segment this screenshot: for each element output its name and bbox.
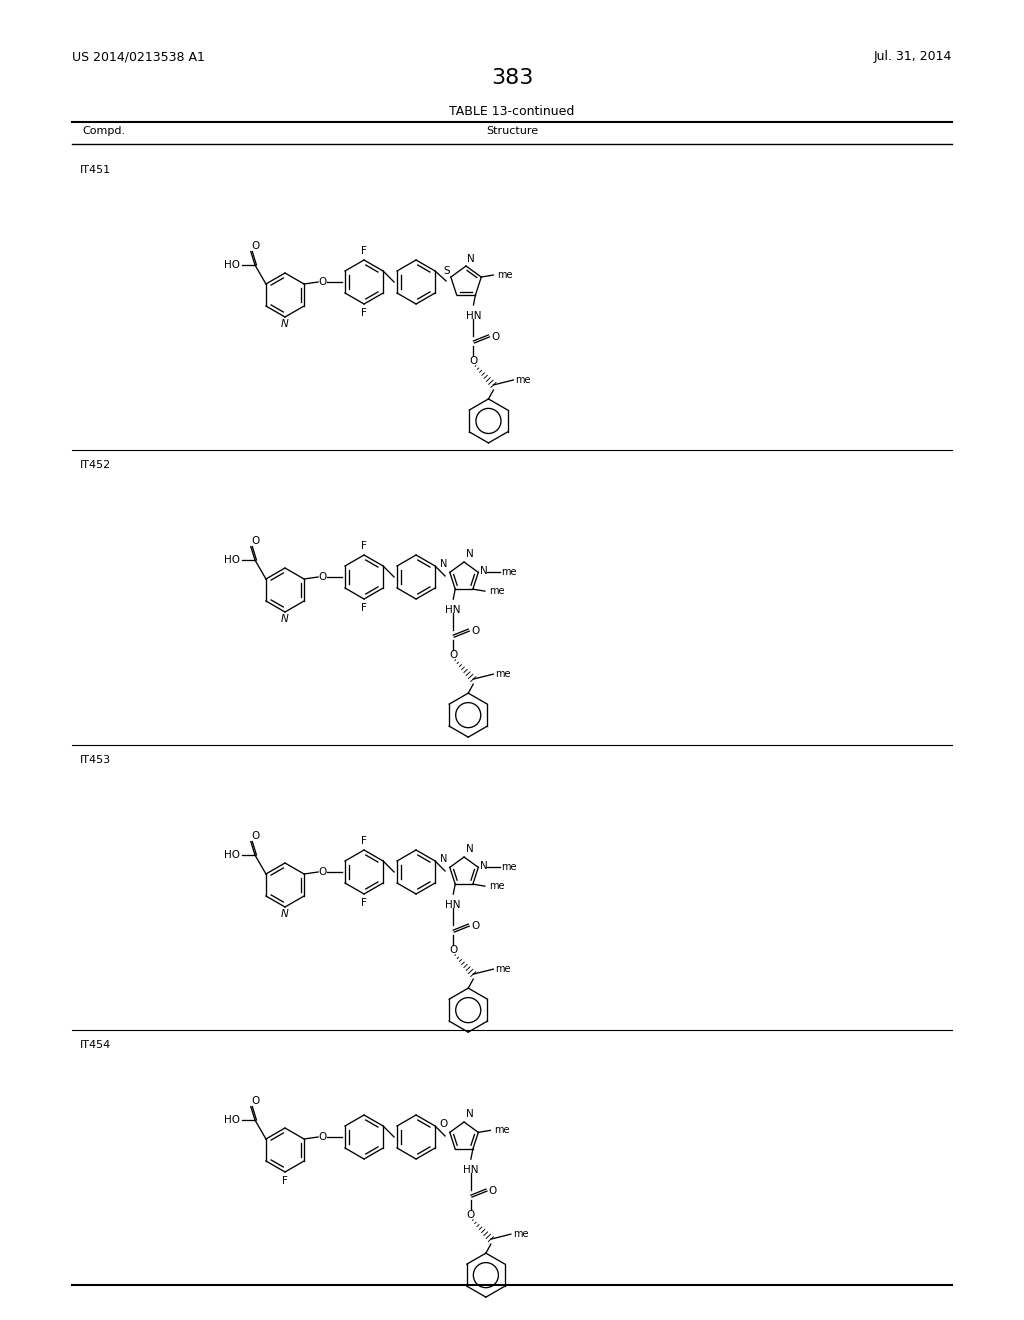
Text: O: O bbox=[317, 1133, 327, 1142]
Text: HO: HO bbox=[224, 554, 240, 565]
Text: O: O bbox=[488, 1187, 497, 1196]
Text: IT452: IT452 bbox=[80, 459, 112, 470]
Text: me: me bbox=[502, 568, 517, 577]
Text: O: O bbox=[317, 867, 327, 876]
Text: IT451: IT451 bbox=[80, 165, 112, 176]
Text: O: O bbox=[439, 1119, 447, 1130]
Text: me: me bbox=[495, 1126, 510, 1135]
Text: N: N bbox=[440, 854, 447, 865]
Text: Jul. 31, 2014: Jul. 31, 2014 bbox=[873, 50, 952, 63]
Text: O: O bbox=[252, 240, 260, 251]
Text: US 2014/0213538 A1: US 2014/0213538 A1 bbox=[72, 50, 205, 63]
Text: me: me bbox=[498, 271, 513, 280]
Text: F: F bbox=[361, 603, 367, 612]
Text: me: me bbox=[488, 586, 505, 597]
Text: IT454: IT454 bbox=[80, 1040, 112, 1049]
Text: O: O bbox=[450, 651, 458, 660]
Text: O: O bbox=[317, 572, 327, 582]
Text: HO: HO bbox=[224, 850, 240, 859]
Text: N: N bbox=[466, 1109, 474, 1119]
Text: O: O bbox=[252, 830, 260, 841]
Text: O: O bbox=[467, 1210, 475, 1220]
Text: N: N bbox=[440, 560, 447, 569]
Text: me: me bbox=[515, 375, 531, 385]
Text: N: N bbox=[480, 566, 488, 577]
Text: F: F bbox=[361, 836, 367, 846]
Text: O: O bbox=[450, 945, 458, 956]
Text: N: N bbox=[466, 549, 474, 558]
Text: IT453: IT453 bbox=[80, 755, 112, 766]
Text: HN: HN bbox=[463, 1166, 478, 1175]
Text: N: N bbox=[282, 319, 289, 329]
Text: N: N bbox=[466, 843, 474, 854]
Text: Compd.: Compd. bbox=[82, 125, 125, 136]
Text: me: me bbox=[496, 964, 511, 974]
Text: O: O bbox=[252, 536, 260, 545]
Text: O: O bbox=[317, 277, 327, 286]
Text: F: F bbox=[361, 246, 367, 256]
Text: O: O bbox=[492, 331, 500, 342]
Text: O: O bbox=[471, 921, 479, 931]
Text: F: F bbox=[282, 1176, 288, 1185]
Text: TABLE 13-continued: TABLE 13-continued bbox=[450, 106, 574, 117]
Text: HO: HO bbox=[224, 1115, 240, 1125]
Text: me: me bbox=[496, 669, 511, 678]
Text: F: F bbox=[361, 898, 367, 908]
Text: N: N bbox=[282, 909, 289, 919]
Text: me: me bbox=[502, 862, 517, 873]
Text: O: O bbox=[469, 356, 477, 366]
Text: me: me bbox=[513, 1229, 528, 1239]
Text: N: N bbox=[467, 253, 475, 264]
Text: 383: 383 bbox=[490, 69, 534, 88]
Text: HN: HN bbox=[445, 900, 461, 909]
Text: O: O bbox=[252, 1096, 260, 1106]
Text: HN: HN bbox=[466, 312, 481, 321]
Text: me: me bbox=[488, 882, 505, 891]
Text: F: F bbox=[361, 541, 367, 550]
Text: F: F bbox=[361, 308, 367, 318]
Text: HN: HN bbox=[445, 605, 461, 615]
Text: Structure: Structure bbox=[486, 125, 538, 136]
Text: HO: HO bbox=[224, 260, 240, 271]
Text: N: N bbox=[480, 862, 488, 871]
Text: O: O bbox=[471, 626, 479, 636]
Text: S: S bbox=[443, 267, 450, 276]
Text: N: N bbox=[282, 614, 289, 624]
